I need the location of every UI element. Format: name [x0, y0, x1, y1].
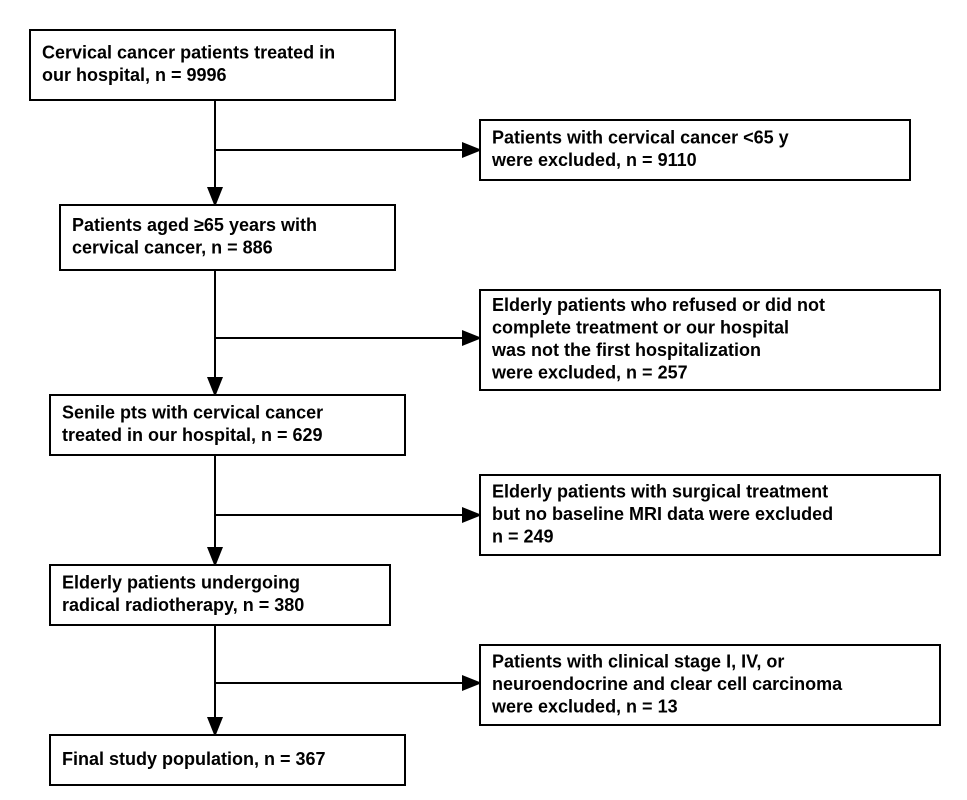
flow-connector: [215, 100, 480, 150]
flow-node-text: Elderly patients undergoing: [62, 573, 300, 593]
flow-node-text: treated in our hospital, n = 629: [62, 425, 323, 445]
flow-node-text: Patients with clinical stage I, IV, or: [492, 651, 784, 671]
flow-node-text: complete treatment or our hospital: [492, 318, 789, 338]
flow-node-text: Patients aged ≥65 years with: [72, 215, 317, 235]
flow-node-text: cervical cancer, n = 886: [72, 238, 273, 258]
flow-node-e1: Patients with cervical cancer <65 ywere …: [480, 120, 910, 180]
flow-node-n5: Final study population, n = 367: [50, 735, 405, 785]
flow-node-text: Elderly patients with surgical treatment: [492, 481, 828, 501]
flow-node-n4: Elderly patients undergoingradical radio…: [50, 565, 390, 625]
flow-node-text: Senile pts with cervical cancer: [62, 403, 323, 423]
flow-node-text: Elderly patients who refused or did not: [492, 295, 825, 315]
flow-node-n2: Patients aged ≥65 years with cervical can…: [60, 205, 395, 270]
flow-node-e2: Elderly patients who refused or did not c…: [480, 290, 940, 390]
flow-node-text: were excluded, n = 9110: [491, 150, 697, 170]
flow-node-text: Patients with cervical cancer <65 y: [492, 128, 789, 148]
flow-node-n3: Senile pts with cervical cancertreated i…: [50, 395, 405, 455]
flow-node-text: our hospital, n = 9996: [42, 65, 227, 85]
flow-node-text: were excluded, n = 13: [491, 696, 678, 716]
flow-node-e3: Elderly patients with surgical treatment…: [480, 475, 940, 555]
flow-node-text: were excluded, n = 257: [491, 363, 688, 383]
flow-connector: [215, 625, 480, 683]
flow-node-text: but no baseline MRI data were excluded: [492, 504, 833, 524]
flow-connector: [215, 455, 480, 515]
flow-node-text: n = 249: [492, 526, 554, 546]
flow-connector: [215, 270, 480, 338]
flow-node-text: neuroendocrine and clear cell carcinoma: [492, 674, 843, 694]
flow-node-n1: Cervical cancer patients treated inour h…: [30, 30, 395, 100]
flow-node-text: was not the first hospitalization: [491, 340, 761, 360]
flow-node-text: Cervical cancer patients treated in: [42, 43, 335, 63]
flow-node-e4: Patients with clinical stage I, IV, or ne…: [480, 645, 940, 725]
flowchart-canvas: Cervical cancer patients treated inour h…: [0, 0, 967, 800]
flow-node-text: radical radiotherapy, n = 380: [62, 595, 304, 615]
flow-node-text: Final study population, n = 367: [62, 749, 326, 769]
